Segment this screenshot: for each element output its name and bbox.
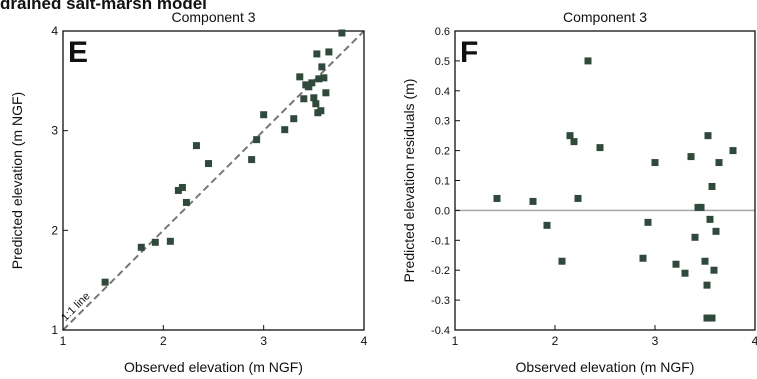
data-point [248,156,256,164]
data-point [204,160,212,168]
y-tick-label: 1 [51,323,58,337]
y-tick-label: -0.1 [431,235,450,247]
y-tick-label: 0.4 [435,86,450,98]
data-point [708,182,716,190]
data-point [322,89,330,97]
data-point [296,73,304,81]
data-point [174,186,182,194]
data-point [712,227,720,235]
data-point [308,79,316,87]
panel-letter: E [68,36,88,69]
y-axis-title: Predicted elevation residuals (m) [401,79,417,283]
data-point [704,132,712,140]
data-point [315,75,323,83]
data-point [703,281,711,289]
data-point [644,218,652,226]
plot-frame [62,30,365,331]
reference-line-label: 1:1 line [59,290,93,324]
data-point [566,132,574,140]
data-point [338,29,346,37]
figure-banner-text: drained salt-marsh model [0,0,207,12]
data-point [596,144,604,152]
chart-title: Component 3 [563,9,647,25]
data-point [300,95,308,103]
x-axis-title: Observed elevation (m NGF) [124,359,303,375]
data-point [706,215,714,223]
data-point [101,278,109,286]
y-tick-label: 0.2 [435,146,450,158]
y-tick-label: -0.3 [431,295,450,307]
data-point [320,74,328,82]
data-point [318,63,326,71]
x-tick-label: 4 [361,334,368,348]
data-point [729,147,737,155]
x-tick-label: 3 [260,334,267,348]
data-point [182,198,190,206]
x-tick-label: 1 [60,334,67,348]
data-point [681,269,689,277]
data-point [151,238,159,246]
data-point [313,50,321,58]
data-point [493,194,501,202]
data-point [691,233,699,241]
data-point [639,254,647,262]
data-point [317,107,325,115]
x-tick-label: 4 [752,334,757,348]
x-tick-label: 2 [160,334,167,348]
x-tick-label: 1 [452,334,459,348]
y-tick-label: -0.2 [431,265,450,277]
y-tick-label: 3 [51,124,58,138]
data-point [697,203,705,211]
data-point [687,153,695,161]
panel-letter: F [460,36,478,69]
data-point [166,237,174,245]
x-tick-label: 2 [552,334,559,348]
y-tick-label: -0.4 [431,325,450,337]
data-point [703,314,711,322]
data-point [260,111,268,119]
data-point [715,159,723,167]
data-point [192,142,200,150]
x-axis-title: Observed elevation (m NGF) [516,359,695,375]
y-tick-label: 0.6 [435,26,450,38]
data-point [558,257,566,265]
data-point [672,260,680,268]
data-point [529,197,537,205]
data-point [570,138,578,146]
y-tick-label: 0.5 [435,56,450,68]
panel-f: Component 3 1 2 3 4 -0.4 -0.3 -0.2 -0.1 0.0 0.1 0.2… [401,9,757,375]
data-point [290,115,298,123]
data-point [137,243,145,251]
data-point [574,194,582,202]
y-tick-label: 0.3 [435,116,450,128]
data-point [543,221,551,229]
data-point [325,48,333,56]
y-tick-label: 2 [51,223,58,237]
y-tick-label: 0.0 [435,205,450,217]
data-point [708,314,716,322]
data-point [310,94,318,102]
data-point [178,183,186,191]
data-point [701,257,709,265]
y-tick-label: 0.1 [435,176,450,188]
data-point [312,100,320,108]
y-tick-label: 4 [51,24,58,38]
chart-title: Component 3 [171,9,255,25]
data-point [305,83,313,91]
data-point [651,159,659,167]
data-point [253,136,261,144]
data-point [710,266,718,274]
y-axis-title: Predicted elevation (m NGF) [9,92,25,269]
x-tick-label: 3 [652,334,659,348]
data-point [584,57,592,65]
data-point [281,126,289,134]
